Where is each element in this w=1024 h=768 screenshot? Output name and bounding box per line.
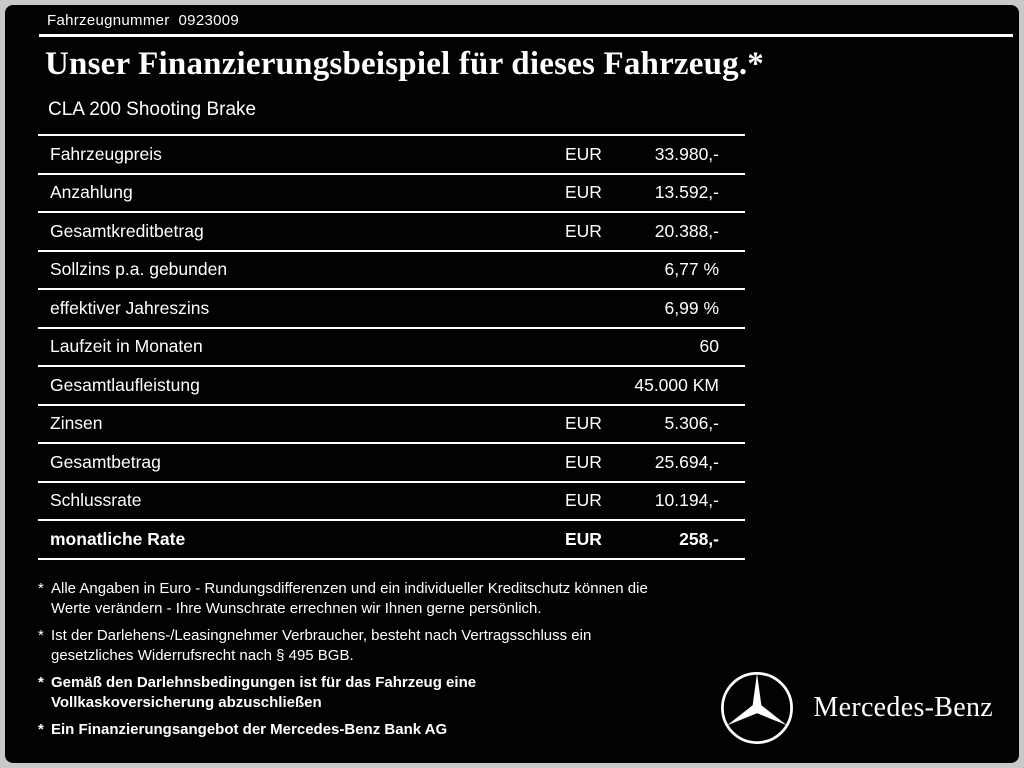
table-row: Gesamtkreditbetrag EUR 20.388,- [38, 211, 745, 250]
footnotes: * Alle Angaben in Euro - Rundungsdiffere… [38, 579, 1019, 740]
row-label: Laufzeit in Monaten [50, 336, 203, 357]
row-value: 60 [699, 336, 719, 357]
row-label: effektiver Jahreszins [50, 297, 210, 318]
header-divider [39, 34, 1013, 37]
table-row: effektiver Jahreszins 6,99 % [38, 288, 745, 327]
table-row: Anzahlung EUR 13.592,- [38, 172, 745, 212]
table-row: Fahrzeugpreis EUR 33.980,- [38, 134, 745, 173]
row-value: 33.980,- [654, 143, 719, 164]
row-label: Gesamtlaufleistung [50, 374, 200, 395]
vehicle-model: CLA 200 Shooting Brake [48, 99, 257, 120]
brand-area: Mercedes-Benz [719, 670, 993, 746]
footnote: * Gemäß den Darlehnsbedingungen ist für … [38, 673, 1019, 713]
financing-table: Fahrzeugpreis EUR 33.980,- Anzahlung EUR 1… [38, 134, 745, 560]
footnote-text: Ein Finanzierungsangebot der Mercedes-Be… [51, 720, 447, 740]
row-label: Fahrzeugpreis [50, 143, 162, 164]
row-value: 5.306,- [664, 413, 719, 434]
footnote-text: Ist der Darlehens-/Leasingnehmer Verbrau… [51, 626, 591, 666]
vehicle-number-label: Fahrzeugnummer [47, 12, 170, 29]
row-label: Zinsen [50, 413, 103, 434]
table-row: Gesamtlaufleistung 45.000 KM [38, 365, 745, 404]
mercedes-star-icon [721, 672, 794, 744]
vehicle-number: Fahrzeugnummer 0923009 [47, 12, 1019, 29]
table-row: Zinsen EUR 5.306,- [38, 403, 745, 443]
row-value: 258,- [679, 528, 719, 549]
table-row: Laufzeit in Monaten 60 [38, 326, 745, 366]
row-label: Gesamtkreditbetrag [50, 220, 204, 241]
row-currency: EUR [565, 528, 602, 549]
table-row: Gesamtbetrag EUR 25.694,- [38, 442, 745, 481]
row-label: Schlussrate [50, 490, 142, 511]
page-title: Unser Finanzierungsbeispiel für dieses F… [45, 46, 765, 82]
row-value: 20.388,- [654, 220, 719, 241]
brand-wordmark: Mercedes-Benz [813, 692, 993, 723]
finance-sheet: Fahrzeugnummer 0923009 Unser Finanzierun… [5, 5, 1019, 763]
footnote-line: Alle Angaben in Euro - Rundungsdifferenz… [51, 579, 648, 597]
vehicle-number-value: 0923009 [178, 12, 240, 29]
row-value: 10.194,- [654, 490, 719, 511]
row-label: monatliche Rate [50, 528, 186, 549]
footnote-text: Gemäß den Darlehnsbedingungen ist für da… [51, 673, 476, 713]
footnote: * Alle Angaben in Euro - Rundungsdiffere… [38, 579, 1019, 619]
footnote-marker: * [38, 720, 44, 738]
row-currency: EUR [565, 182, 602, 203]
footnote-marker: * [38, 579, 44, 597]
footnote: * Ein Finanzierungsangebot der Mercedes-… [38, 720, 1019, 740]
footnote-line: Werte verändern - Ihre Wunschrate errech… [51, 599, 542, 617]
footnote-marker: * [38, 626, 44, 644]
row-value: 6,77 % [664, 259, 719, 280]
row-currency: EUR [565, 451, 602, 472]
table-row: Schlussrate EUR 10.194,- [38, 480, 745, 520]
row-value: 13.592,- [654, 182, 719, 203]
row-value: 6,99 % [664, 297, 719, 318]
footnote: * Ist der Darlehens-/Leasingnehmer Verbr… [38, 626, 1019, 666]
footnote-line: Gemäß den Darlehnsbedingungen ist für da… [51, 673, 477, 691]
row-currency: EUR [565, 490, 602, 511]
footnote-line: gesetzliches Widerrufsrecht nach § 495 B… [51, 646, 354, 664]
table-row: Sollzins p.a. gebunden 6,77 % [38, 249, 745, 289]
row-value: 45.000 KM [634, 374, 719, 395]
footnote-line: Ein Finanzierungsangebot der Mercedes-Be… [51, 720, 448, 738]
row-label: Gesamtbetrag [50, 451, 161, 472]
row-currency: EUR [565, 143, 602, 164]
row-value: 25.694,- [654, 451, 719, 472]
row-currency: EUR [565, 220, 602, 241]
footnote-marker: * [38, 673, 44, 691]
row-label: Sollzins p.a. gebunden [50, 259, 228, 280]
footnote-line: Ist der Darlehens-/Leasingnehmer Verbrau… [51, 626, 592, 644]
row-label: Anzahlung [50, 182, 133, 203]
row-currency: EUR [565, 413, 602, 434]
table-row-monthly-rate: monatliche Rate EUR 258,- [38, 519, 745, 558]
footnote-line: Vollkaskoversicherung abzuschließen [51, 693, 322, 711]
footnote-text: Alle Angaben in Euro - Rundungsdifferenz… [51, 579, 648, 619]
